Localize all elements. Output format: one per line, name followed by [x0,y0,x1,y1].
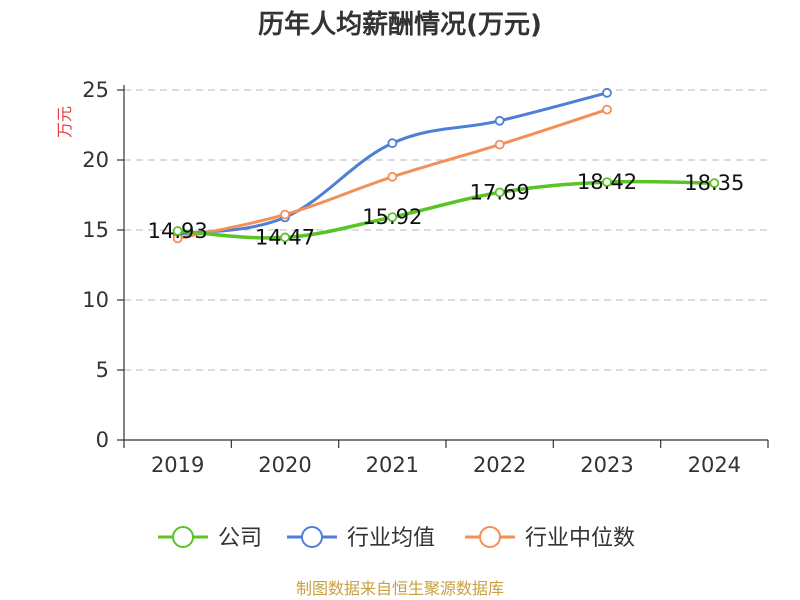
legend-label-0: 公司 [218,526,262,551]
point-0-1 [280,232,290,243]
x-tick-label-2024: 2024 [688,453,741,477]
x-tick-label-2020: 2020 [258,453,311,477]
data-labels: 14.93 14.47 15.92 17.69 18.42 18.35 [148,170,745,249]
y-tick-label-10: 10 [82,288,109,312]
source-note: 制图数据来自恒生聚源数据库 [296,579,504,598]
x-tick-label-2019: 2019 [151,453,204,477]
x-tick-label-2022: 2022 [473,453,526,477]
point-0-2 [387,212,398,223]
legend[interactable]: 公司 行业均值 行业中位数 [158,526,635,551]
series-2 [172,104,612,244]
point-0-4 [602,177,612,188]
series-0 [172,177,720,243]
chart-title: 历年人均薪酬情况(万元) [258,9,542,40]
axes: 0 5 10 15 20 25 2019 2020 2021 2022 2023 2024 [82,78,769,477]
point-0-0 [172,226,183,236]
point-1-4 [602,87,612,98]
legend-marker-1 [301,526,323,548]
data-label-3: 17.69 [470,180,530,204]
y-tick-label-0: 0 [96,428,109,452]
legend-item-0[interactable]: 公司 [158,526,262,551]
legend-label-1: 行业均值 [347,526,435,551]
point-2-4 [602,104,612,115]
point-0-3 [494,187,505,198]
data-label-4: 18.42 [577,170,637,194]
point-2-3 [494,139,505,150]
point-0-5 [709,178,720,189]
point-2-2 [387,171,398,182]
data-label-1: 14.47 [255,225,315,249]
y-tick-label-5: 5 [96,358,109,382]
point-1-3 [494,115,505,126]
point-2-1 [280,209,290,220]
series-line-0 [175,179,717,240]
legend-marker-2 [479,526,501,548]
x-tick-label-2023: 2023 [580,453,633,477]
legend-marker-0 [172,526,194,548]
y-tick-label-15: 15 [82,218,109,242]
data-label-5: 18.35 [684,171,744,195]
data-label-0: 14.93 [148,219,208,243]
legend-item-1[interactable]: 行业均值 [287,526,435,551]
point-1-2 [387,138,398,149]
x-tick-label-2021: 2021 [366,453,419,477]
legend-item-2[interactable]: 行业中位数 [465,526,635,551]
data-label-2: 15.92 [362,205,422,229]
y-tick-label-25: 25 [82,78,109,102]
legend-label-2: 行业中位数 [525,526,635,551]
series-group [172,87,720,244]
y-tick-label-20: 20 [82,148,109,172]
y-axis-label: 万元 [55,106,74,138]
